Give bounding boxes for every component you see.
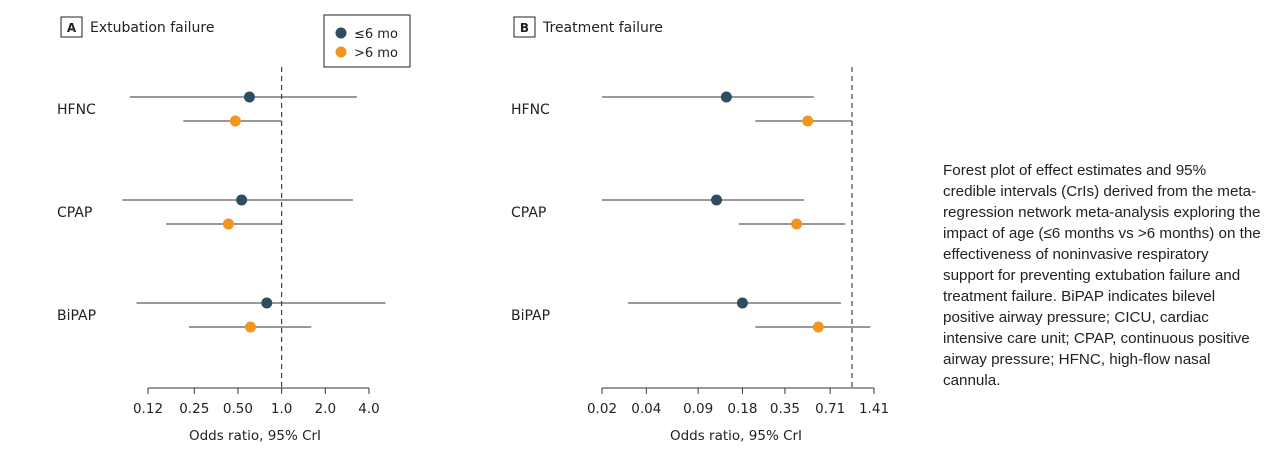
panel-a-point-le6 xyxy=(236,194,248,206)
legend-label-le6: ≤6 mo xyxy=(354,27,398,42)
panel-b-tick-label: 0.35 xyxy=(770,401,800,417)
legend-marker-gt6 xyxy=(335,46,347,58)
panel-a-point-le6 xyxy=(261,297,273,309)
panel-a-category-label: CPAP xyxy=(57,205,92,221)
panel-b-tick-label: 0.02 xyxy=(587,401,617,417)
panel-a-point-gt6 xyxy=(244,321,256,333)
panel-a-point-gt6 xyxy=(229,115,241,127)
panel-a-point-le6 xyxy=(243,91,255,103)
legend-label-gt6: >6 mo xyxy=(354,46,398,61)
panel-a-plot: 0.12 0.25 0.50 1.0 2.0 4.0 Odds ratio, 95% CrI… xyxy=(57,67,386,444)
panel-b-tick-label: 0.09 xyxy=(683,401,713,417)
panel-b-point-gt6 xyxy=(812,321,824,333)
panel-a-letter-box xyxy=(60,16,83,38)
panel-b-tick-label: 0.18 xyxy=(727,401,757,417)
panel-b-point-gt6 xyxy=(791,218,803,230)
panel-b-category-label: BiPAP xyxy=(511,308,550,324)
panel-b-letter: B xyxy=(520,21,529,35)
figure-caption: Forest plot of effect estimates and 95% … xyxy=(943,162,1261,389)
panel-a-point-gt6 xyxy=(222,218,234,230)
panel-a-tick-label: 0.50 xyxy=(223,401,253,417)
legend-box xyxy=(323,14,411,68)
panel-a-letter: A xyxy=(67,21,77,35)
panel-b-tick-label: 1.41 xyxy=(859,401,889,417)
panel-b-plot: 0.02 0.04 0.09 0.18 0.35 0.71 1.41 Odds ratio, … xyxy=(511,67,889,444)
panel-b-point-le6 xyxy=(720,91,732,103)
panel-a-tick-label: 2.0 xyxy=(315,401,336,417)
panel-a-tick-label: 1.0 xyxy=(271,401,292,417)
legend-marker-le6 xyxy=(335,27,347,39)
panel-b-point-gt6 xyxy=(802,115,814,127)
panel-a-x-axis-title: Odds ratio, 95% CrI xyxy=(189,428,321,444)
panel-b-category-label: CPAP xyxy=(511,205,546,221)
panel-a-tick-label: 4.0 xyxy=(358,401,379,417)
panel-b-point-le6 xyxy=(711,194,723,206)
panel-b-tick-label: 0.04 xyxy=(631,401,661,417)
panel-a-title: Extubation failure xyxy=(90,20,214,36)
panel-b-title: Treatment failure xyxy=(542,20,663,36)
panel-b-letter-box xyxy=(513,16,536,38)
panel-b-point-le6 xyxy=(736,297,748,309)
legend: ≤6 mo >6 mo xyxy=(323,14,411,68)
panel-b-category-label: HFNC xyxy=(511,102,550,118)
panel-a-tick-label: 0.25 xyxy=(179,401,209,417)
panel-a-category-label: HFNC xyxy=(57,102,96,118)
panel-b-x-axis-title: Odds ratio, 95% CrI xyxy=(670,428,802,444)
panel-a-tick-label: 0.12 xyxy=(133,401,163,417)
panel-a-category-label: BiPAP xyxy=(57,308,96,324)
panel-b-tick-label: 0.71 xyxy=(815,401,845,417)
